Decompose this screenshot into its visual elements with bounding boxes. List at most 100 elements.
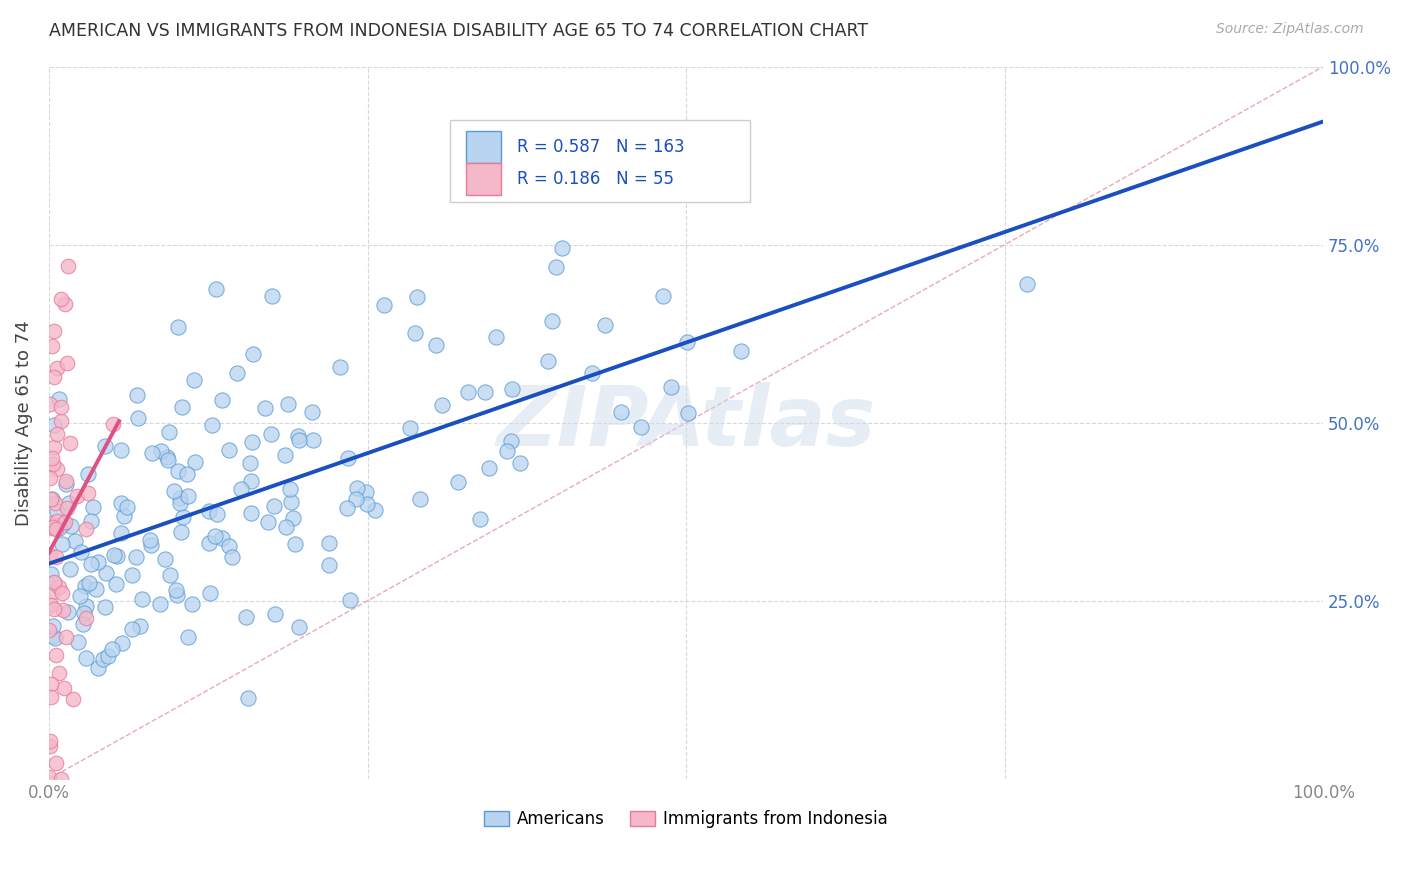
Point xyxy=(240,434,263,449)
Point xyxy=(42,585,65,599)
Point xyxy=(180,598,202,612)
Point xyxy=(336,500,359,515)
Point xyxy=(170,401,193,415)
Point xyxy=(58,495,80,509)
Text: ZIPAtlas: ZIPAtlas xyxy=(496,383,876,463)
Point xyxy=(39,396,62,410)
Point xyxy=(121,567,143,582)
Point xyxy=(41,451,63,466)
Point xyxy=(59,562,82,576)
Point xyxy=(280,495,302,509)
Point xyxy=(329,360,352,375)
Point xyxy=(48,666,70,681)
Point xyxy=(48,581,70,595)
Point xyxy=(110,496,132,510)
Point xyxy=(76,467,98,481)
Point xyxy=(38,623,60,637)
Point xyxy=(51,585,73,599)
Point xyxy=(125,388,148,402)
Point xyxy=(121,622,143,636)
Point xyxy=(176,630,198,644)
Point xyxy=(48,521,70,535)
Point xyxy=(155,450,177,465)
Point xyxy=(354,484,377,499)
Point xyxy=(82,500,104,514)
Point xyxy=(496,444,519,458)
Text: R = 0.186   N = 55: R = 0.186 N = 55 xyxy=(516,169,673,188)
Point xyxy=(278,482,301,496)
Point xyxy=(239,456,262,470)
Point xyxy=(551,241,574,255)
Point xyxy=(75,611,97,625)
Point xyxy=(44,418,66,433)
Point xyxy=(75,599,97,614)
Point xyxy=(55,630,77,644)
Point xyxy=(91,652,114,666)
Point xyxy=(58,606,80,620)
Point xyxy=(170,525,193,540)
FancyBboxPatch shape xyxy=(465,162,502,194)
Point xyxy=(111,636,134,650)
Point xyxy=(153,552,176,566)
Point xyxy=(117,500,139,515)
Point xyxy=(100,641,122,656)
Point xyxy=(127,411,149,425)
Point xyxy=(276,519,298,533)
Point xyxy=(39,516,62,530)
Point xyxy=(124,549,146,564)
Point xyxy=(630,419,652,434)
Point xyxy=(337,451,360,466)
Point xyxy=(41,491,63,506)
Point xyxy=(48,392,70,407)
Point xyxy=(318,536,340,550)
Point xyxy=(157,452,180,467)
Point xyxy=(221,550,243,565)
Point xyxy=(546,260,568,274)
Point xyxy=(183,373,205,387)
Point xyxy=(87,555,110,569)
Point xyxy=(70,544,93,558)
Point xyxy=(110,526,132,541)
Point xyxy=(240,475,263,489)
Point xyxy=(39,567,62,582)
Point xyxy=(478,460,501,475)
Point xyxy=(288,620,311,634)
Point xyxy=(110,442,132,457)
Point xyxy=(205,507,228,521)
Point xyxy=(105,549,128,563)
Point xyxy=(52,603,75,617)
Point xyxy=(63,533,86,548)
Point xyxy=(183,455,205,469)
Point xyxy=(38,734,60,748)
Point xyxy=(287,429,309,443)
Point xyxy=(430,399,453,413)
Point xyxy=(44,370,66,384)
Point xyxy=(53,515,76,529)
Point xyxy=(93,599,115,614)
Point xyxy=(45,462,67,476)
Point xyxy=(87,660,110,674)
FancyBboxPatch shape xyxy=(465,131,502,162)
Point xyxy=(302,434,325,448)
Point xyxy=(499,434,522,449)
Point xyxy=(659,380,682,394)
Point xyxy=(373,297,395,311)
Point xyxy=(356,497,378,511)
Point xyxy=(139,533,162,547)
Point xyxy=(541,314,564,328)
Point xyxy=(52,681,75,695)
Point xyxy=(39,599,62,613)
Point xyxy=(80,514,103,528)
Point xyxy=(39,548,62,562)
Point xyxy=(257,515,280,529)
Point xyxy=(593,318,616,333)
Point xyxy=(56,356,79,370)
Point xyxy=(141,446,163,460)
Point xyxy=(169,491,191,505)
Point xyxy=(676,335,699,350)
Point xyxy=(38,770,60,784)
Point xyxy=(93,439,115,453)
Point xyxy=(610,404,633,418)
Point xyxy=(198,535,221,549)
Point xyxy=(42,629,65,643)
